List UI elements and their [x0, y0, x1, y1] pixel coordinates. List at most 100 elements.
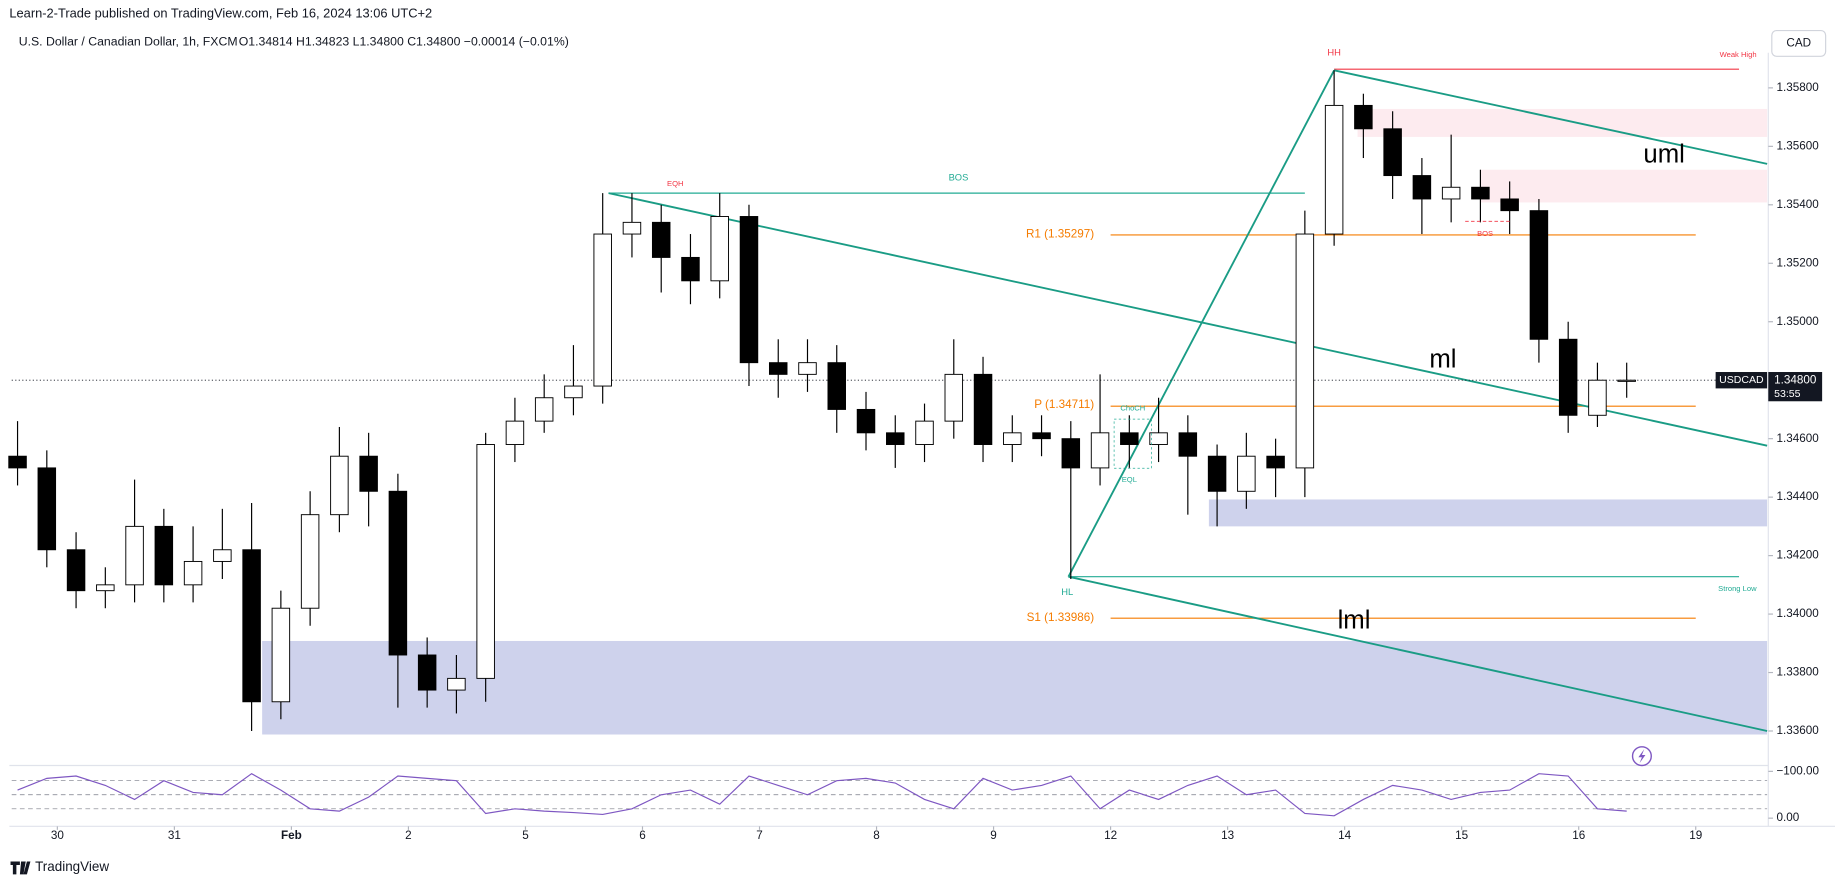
candle-body — [973, 373, 993, 445]
choch-box — [1113, 418, 1152, 469]
candle-body — [1500, 198, 1519, 212]
candle-body — [1354, 104, 1373, 130]
trendline-label: ml — [1429, 345, 1456, 373]
x-tick-label: 31 — [168, 829, 181, 842]
level-label: Weak High — [1720, 50, 1757, 59]
y-tick-label: 1.34200 — [1776, 549, 1819, 562]
candle-body — [1324, 104, 1344, 235]
price-badge-label: 1.34800 — [1774, 373, 1817, 386]
candle-body — [710, 216, 729, 282]
candle-body — [915, 420, 934, 445]
candle-body — [388, 490, 408, 656]
x-tick-label: Feb — [281, 829, 302, 842]
candle-body — [1529, 210, 1549, 340]
trendline-label: uml — [1643, 141, 1684, 169]
y-tick-label: 1.35800 — [1776, 81, 1819, 94]
candle-body — [183, 560, 203, 586]
candle-body — [359, 455, 378, 492]
candle-body — [1090, 432, 1110, 469]
candle-body — [1412, 175, 1432, 200]
y-tick-label: −100.00 — [1776, 764, 1819, 777]
candle-body — [37, 467, 57, 551]
y-tick-label: 1.34400 — [1776, 490, 1819, 503]
candle-body — [242, 549, 261, 703]
y-tick-label: 1.35400 — [1776, 198, 1819, 211]
candle-body — [1471, 186, 1490, 200]
annotation: HL — [1061, 587, 1073, 597]
x-tick-label: 30 — [51, 829, 65, 842]
candle-body — [651, 221, 671, 258]
labels: BOS Weak High R1 (1.35297) P (1.34711) S… — [667, 47, 1757, 634]
axes: 1.35800 1.35600 1.35400 1.35200 1.35000 1.346… — [51, 81, 1823, 842]
symbol-badge — [1715, 372, 1768, 389]
candle-body — [798, 362, 817, 375]
alert-icon[interactable] — [1631, 746, 1652, 767]
candle-body — [886, 432, 905, 445]
x-tick-label: 8 — [873, 829, 880, 842]
x-tick-label: 14 — [1338, 829, 1351, 842]
trendline — [1333, 69, 1768, 165]
candle-body — [447, 677, 466, 691]
annotation: EQH — [667, 179, 683, 188]
level-label: BOS — [949, 172, 969, 182]
candle-body — [1617, 379, 1636, 382]
level-label: P (1.34711) — [1034, 398, 1094, 411]
candle-body — [1207, 455, 1227, 492]
currency-button[interactable] — [1771, 29, 1827, 57]
alert-bolt — [1638, 749, 1646, 764]
trendline — [1067, 69, 1335, 578]
level-label: R1 (1.35297) — [1026, 227, 1094, 240]
y-tick-label: 1.33600 — [1776, 724, 1819, 737]
candle-body — [1588, 379, 1607, 416]
candle-body — [1441, 186, 1461, 200]
candle-body — [417, 654, 437, 691]
zone — [262, 640, 1768, 735]
candle-body — [1003, 432, 1022, 445]
candle-body — [534, 397, 554, 422]
candle-body — [1266, 455, 1285, 469]
x-tick-label: 6 — [639, 829, 646, 842]
oscillator: 0.00 −100.00 — [11, 764, 1820, 824]
annotation: HH — [1327, 47, 1341, 57]
candle-body — [564, 385, 583, 399]
candle-body — [505, 420, 525, 445]
y-tick-label: 1.34000 — [1776, 607, 1819, 620]
candle-body — [622, 221, 642, 235]
candle-body — [1383, 128, 1402, 177]
candle-body — [1061, 438, 1081, 469]
footer: TradingView — [10, 859, 109, 875]
x-tick-label: 7 — [756, 829, 763, 842]
candle-body — [593, 233, 612, 387]
x-tick-label: 9 — [990, 829, 997, 842]
candle-body — [300, 514, 320, 609]
candle-body — [1149, 432, 1168, 445]
candle-body — [739, 216, 759, 364]
annotation: ChoCH — [1120, 404, 1145, 413]
candle-body — [154, 525, 174, 586]
ohlc-readout: O1.34814 H1.34823 L1.34800 C1.34800 −0.0… — [239, 35, 569, 49]
currency-label: CAD — [1786, 37, 1811, 50]
trendline-label: lml — [1338, 606, 1371, 634]
brand: TradingView — [35, 859, 109, 874]
x-tick-label: 15 — [1455, 829, 1469, 842]
x-tick-label: 2 — [405, 829, 412, 842]
candle-body — [8, 455, 27, 469]
x-tick-label: 5 — [522, 829, 529, 842]
x-tick-label: 16 — [1572, 829, 1585, 842]
y-tick-label: 1.35200 — [1776, 256, 1819, 269]
y-tick-label: 1.35000 — [1776, 315, 1819, 328]
price-badge — [1768, 372, 1823, 402]
x-tick-label: 19 — [1689, 829, 1702, 842]
zone — [1208, 499, 1768, 527]
candle-body — [1178, 432, 1198, 457]
candle-body — [1120, 432, 1139, 445]
candle-body — [330, 455, 349, 516]
candle-body — [681, 256, 700, 282]
candle-body — [125, 525, 144, 586]
candle-body — [1237, 455, 1256, 492]
candle-body — [476, 444, 495, 679]
candle-body — [1558, 338, 1578, 416]
tradingview-logo — [10, 861, 31, 875]
candle-body — [96, 584, 115, 592]
oscillator-line — [17, 772, 1627, 817]
